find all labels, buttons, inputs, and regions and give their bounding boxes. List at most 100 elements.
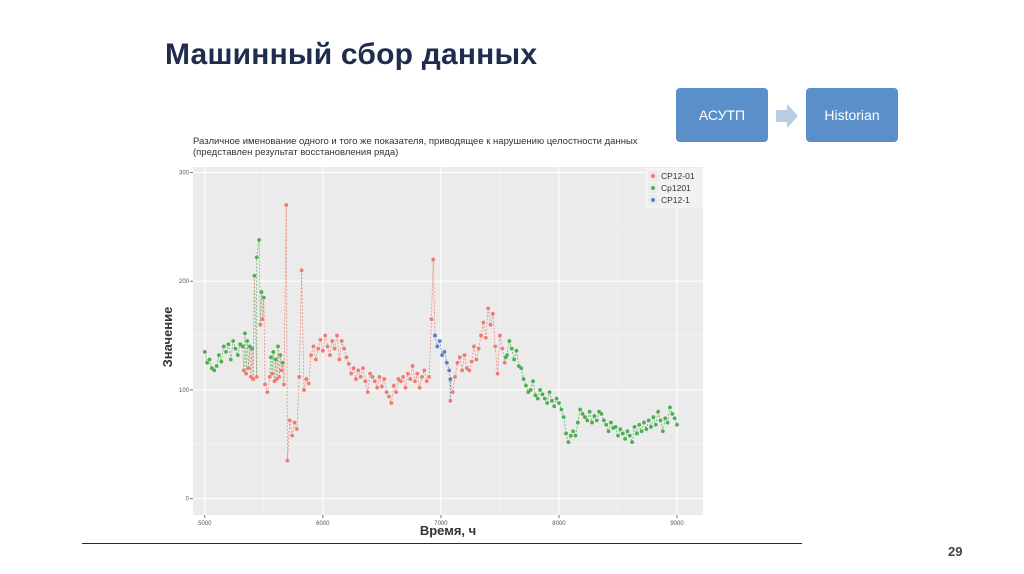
point-cp12-01 xyxy=(365,390,370,395)
point-cp12-1 xyxy=(448,377,453,381)
point-cp1201 xyxy=(559,407,564,412)
point-cp12-01 xyxy=(401,374,406,379)
point-cp1201 xyxy=(554,396,559,401)
point-cp1201 xyxy=(547,390,552,395)
point-cp1201 xyxy=(219,359,224,364)
point-cp12-01 xyxy=(417,385,422,390)
series-connector xyxy=(272,351,275,382)
point-cp12-01 xyxy=(429,317,434,322)
point-cp1201 xyxy=(528,388,533,392)
chart-subtitle: (представлен результат восстановления ря… xyxy=(193,147,398,158)
point-cp1201 xyxy=(278,353,283,358)
legend-label: CP12-01 xyxy=(661,171,695,181)
point-cp1201 xyxy=(599,411,604,416)
point-cp1201 xyxy=(540,392,545,397)
point-cp12-01 xyxy=(450,390,455,395)
point-cp12-01 xyxy=(420,374,424,379)
point-cp12-01 xyxy=(290,433,295,438)
point-cp1201 xyxy=(233,346,238,351)
point-cp1201 xyxy=(668,405,672,410)
point-cp1201 xyxy=(625,429,630,434)
point-cp12-01 xyxy=(306,381,311,386)
point-cp1201 xyxy=(618,427,623,431)
point-cp12-01 xyxy=(311,344,316,349)
point-cp1201 xyxy=(620,431,625,436)
point-cp1201 xyxy=(207,357,212,362)
series-connector xyxy=(278,355,281,377)
series-connector xyxy=(383,378,388,393)
point-cp12-01 xyxy=(339,339,344,343)
point-cp12-01 xyxy=(241,368,246,373)
point-cp12-01 xyxy=(318,338,323,342)
point-cp12-01 xyxy=(320,348,325,353)
point-cp1201 xyxy=(575,420,580,425)
point-cp1201 xyxy=(538,388,542,392)
point-cp12-01 xyxy=(474,357,479,362)
point-cp1201 xyxy=(656,409,661,414)
series-connector xyxy=(308,355,312,384)
point-cp1201 xyxy=(557,401,561,405)
point-cp1201 xyxy=(521,377,526,381)
point-cp12-01 xyxy=(344,355,349,360)
series-connector xyxy=(492,313,496,347)
point-cp1201 xyxy=(217,353,221,358)
point-cp1201 xyxy=(675,422,679,427)
series-connector xyxy=(459,357,463,371)
point-cp1201 xyxy=(649,425,653,429)
point-cp12-1 xyxy=(444,360,449,365)
series-connector xyxy=(395,378,399,393)
point-cp12-1 xyxy=(442,349,447,354)
point-cp1201 xyxy=(531,379,535,384)
point-cp1201 xyxy=(245,339,250,343)
point-cp1201 xyxy=(273,357,278,362)
point-cp1201 xyxy=(634,431,639,436)
grid xyxy=(193,167,703,515)
series-connector xyxy=(655,411,659,425)
point-cp1201 xyxy=(616,433,620,438)
series-connector xyxy=(532,381,536,396)
series-connector xyxy=(322,335,326,351)
x-axis-label: Время, ч xyxy=(420,523,476,538)
series-connector xyxy=(246,340,249,369)
point-cp12-01 xyxy=(382,377,387,381)
point-cp12-01 xyxy=(284,203,289,207)
point-cp12-01 xyxy=(422,368,427,373)
point-cp12-01 xyxy=(356,368,361,373)
point-cp1201 xyxy=(257,237,262,242)
series-connector xyxy=(390,385,395,404)
series-points xyxy=(202,203,679,463)
point-cp12-1 xyxy=(435,344,440,349)
series-connector xyxy=(258,239,261,325)
chart-svg: Различное именование одного и того же по… xyxy=(160,136,703,538)
point-cp12-01 xyxy=(457,355,462,360)
point-cp1201 xyxy=(250,346,254,351)
point-cp12-01 xyxy=(387,394,391,399)
series-connector xyxy=(416,373,421,388)
point-cp12-01 xyxy=(351,366,356,371)
flow-box-source: АСУТП xyxy=(676,88,768,142)
series-connector xyxy=(499,335,503,349)
point-cp12-01 xyxy=(270,371,274,376)
point-cp12-01 xyxy=(277,374,282,379)
series-connector xyxy=(253,275,258,377)
point-cp12-01 xyxy=(294,427,299,431)
y-axis-label: Значение xyxy=(160,307,175,368)
point-cp1201 xyxy=(658,418,663,423)
page-number: 29 xyxy=(948,544,963,559)
legend-label: Cp1201 xyxy=(661,183,691,193)
point-cp1201 xyxy=(660,429,665,434)
point-cp12-01 xyxy=(488,322,493,327)
point-cp12-01 xyxy=(328,353,332,358)
point-cp1201 xyxy=(509,346,514,351)
series-connector xyxy=(261,292,264,320)
series-connector xyxy=(631,426,635,443)
point-cp12-01 xyxy=(469,359,474,364)
point-cp12-01 xyxy=(260,317,265,322)
point-cp12-01 xyxy=(313,357,318,362)
point-cp12-01 xyxy=(413,379,417,384)
legend-label: CP12-1 xyxy=(661,195,690,205)
point-cp1201 xyxy=(226,342,231,347)
series-connector xyxy=(412,365,416,382)
x-tick-label: 5000 xyxy=(198,521,212,527)
series-connector xyxy=(276,346,279,380)
